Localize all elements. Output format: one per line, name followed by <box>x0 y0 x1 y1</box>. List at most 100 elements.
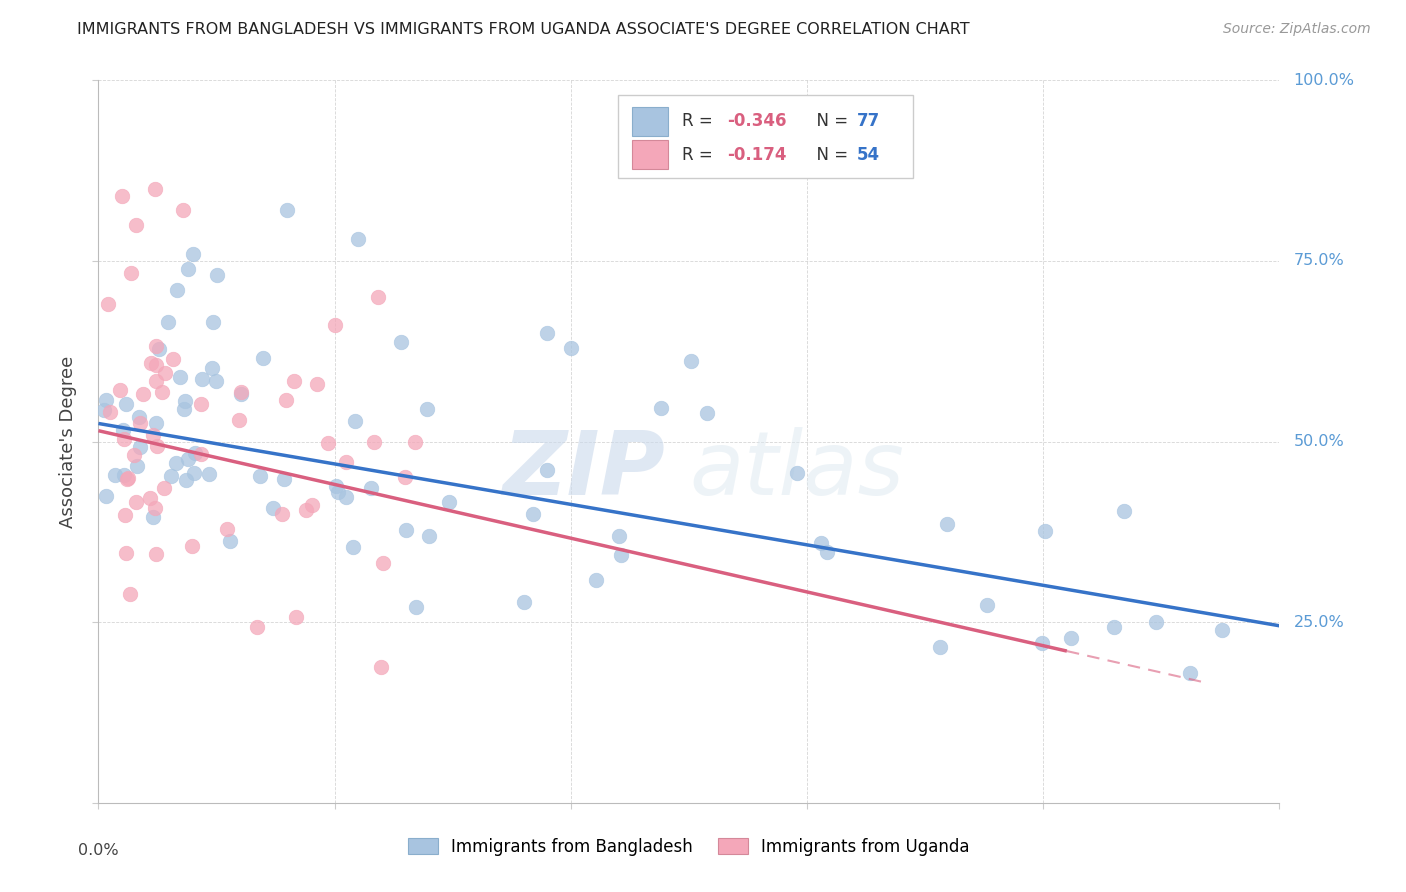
Point <box>146 439 169 453</box>
Point <box>190 396 212 410</box>
Point <box>650 401 672 415</box>
Point <box>93 402 115 417</box>
Text: Source: ZipAtlas.com: Source: ZipAtlas.com <box>1223 22 1371 37</box>
Point <box>173 401 195 416</box>
Point <box>342 541 364 555</box>
Point <box>150 384 173 399</box>
Point <box>181 246 204 260</box>
Point <box>108 383 131 397</box>
Point <box>156 314 179 328</box>
Point <box>262 500 284 515</box>
Point <box>145 374 167 388</box>
Point <box>153 367 176 381</box>
Point <box>404 434 426 449</box>
Text: -0.346: -0.346 <box>727 112 786 130</box>
Point <box>305 376 328 391</box>
Point <box>197 467 219 481</box>
Legend: Immigrants from Bangladesh, Immigrants from Uganda: Immigrants from Bangladesh, Immigrants f… <box>408 838 970 856</box>
Point <box>166 284 188 298</box>
Point <box>94 392 117 407</box>
Point <box>153 482 176 496</box>
Point <box>177 452 200 467</box>
Point <box>145 416 167 430</box>
Point <box>97 297 120 311</box>
Point <box>536 326 558 340</box>
Point <box>174 394 197 409</box>
Point <box>367 290 389 304</box>
Point <box>117 470 139 484</box>
Point <box>98 405 121 419</box>
Point <box>360 482 382 496</box>
Text: -0.174: -0.174 <box>727 145 786 163</box>
Point <box>273 472 295 486</box>
Point <box>180 539 202 553</box>
Point <box>696 406 718 420</box>
Point <box>111 424 134 438</box>
Bar <box>633 140 668 169</box>
Point <box>174 473 197 487</box>
Point <box>437 494 460 508</box>
Point <box>125 218 148 232</box>
Point <box>177 261 200 276</box>
Point <box>252 351 274 366</box>
Point <box>610 548 633 562</box>
Point <box>129 416 152 430</box>
Point <box>205 268 228 283</box>
Point <box>228 413 250 427</box>
Point <box>513 595 536 609</box>
Point <box>786 467 808 481</box>
Point <box>172 203 194 218</box>
Point <box>128 409 150 424</box>
Point <box>125 495 148 509</box>
Text: 25.0%: 25.0% <box>1294 615 1344 630</box>
Point <box>246 620 269 634</box>
Point <box>201 360 224 375</box>
Point <box>271 507 294 521</box>
Point <box>976 599 998 613</box>
Point <box>681 354 703 368</box>
Point <box>335 455 357 469</box>
Point <box>145 359 167 373</box>
Point <box>219 533 242 548</box>
Point <box>249 469 271 483</box>
Point <box>139 491 162 505</box>
Point <box>928 640 950 654</box>
Point <box>274 393 297 408</box>
Point <box>335 490 357 504</box>
Text: R =: R = <box>682 112 718 130</box>
Point <box>120 266 142 280</box>
Point <box>1031 636 1053 650</box>
Point <box>323 318 346 333</box>
Text: N =: N = <box>806 145 853 163</box>
Point <box>607 528 630 542</box>
Text: 75.0%: 75.0% <box>1294 253 1344 268</box>
Point <box>143 182 166 196</box>
Y-axis label: Associate's Degree: Associate's Degree <box>59 355 77 528</box>
Point <box>416 402 439 417</box>
Point <box>112 432 135 446</box>
Point <box>115 546 138 560</box>
Point <box>389 335 412 350</box>
Point <box>394 469 416 483</box>
FancyBboxPatch shape <box>619 95 914 178</box>
Point <box>215 522 238 536</box>
Point <box>125 458 148 473</box>
Point <box>370 660 392 674</box>
Point <box>1060 631 1083 645</box>
Text: 0.0%: 0.0% <box>79 843 118 857</box>
Point <box>363 434 385 449</box>
Point <box>184 446 207 460</box>
Point <box>96 489 118 503</box>
Point <box>1178 665 1201 680</box>
Point <box>1102 620 1125 634</box>
Point <box>115 397 138 411</box>
Point <box>159 469 181 483</box>
Text: N =: N = <box>806 112 853 130</box>
Point <box>205 375 228 389</box>
Point <box>120 587 142 601</box>
Point <box>115 472 138 486</box>
Point <box>295 503 318 517</box>
Point <box>143 501 166 516</box>
Point <box>395 523 418 537</box>
Point <box>231 384 253 399</box>
